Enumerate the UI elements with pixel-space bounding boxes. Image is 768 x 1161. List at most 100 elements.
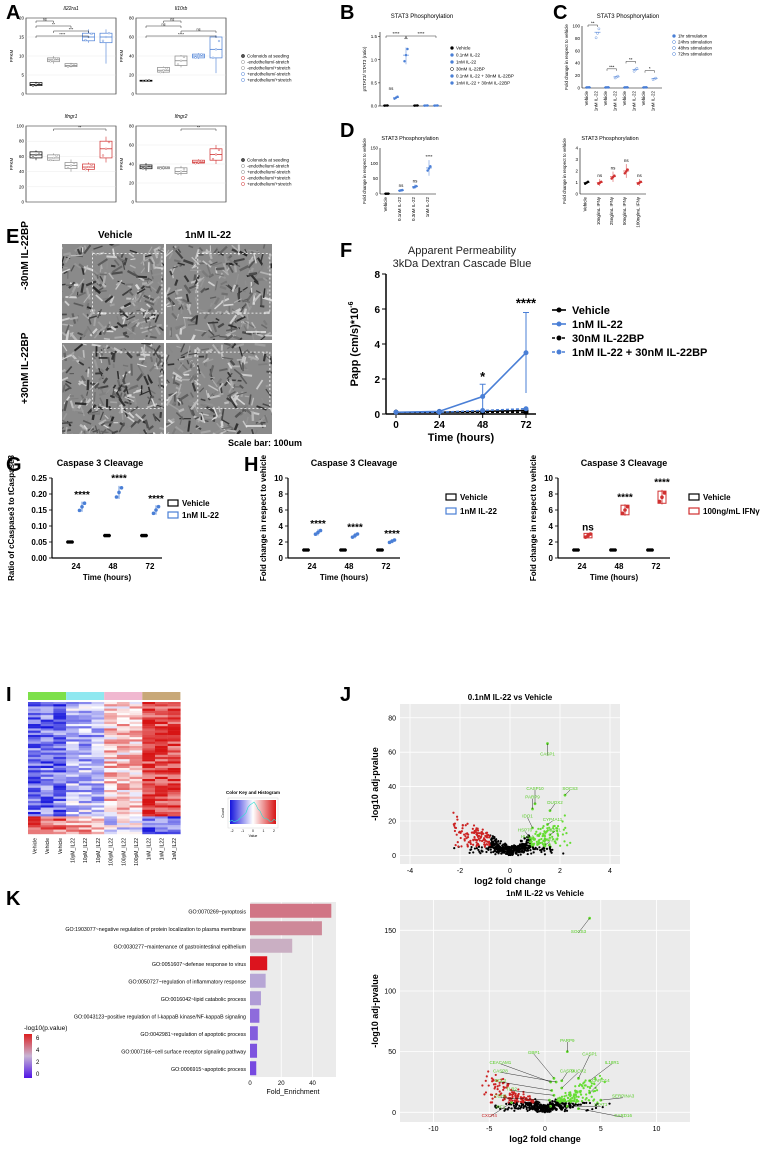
data-point [556,837,559,840]
heatmap-cell [129,741,143,744]
heatmap-cell [66,739,79,742]
heatmap-cell [66,759,79,762]
heatmap-cell [129,759,143,762]
heatmap-cell [104,763,118,766]
heatmap-cell [129,823,143,826]
heatmap-cell [28,783,41,786]
panel-b-stat3-chart: STAT3 Phosphorylation0.00.51.01.5pSTAT3/… [362,14,514,109]
cell-texture [251,411,255,421]
y-tick-label: 10 [274,474,283,483]
cell-texture [245,416,249,425]
cell-texture [231,343,237,349]
heatmap-cell [167,708,181,711]
heatmap-cell [116,730,130,733]
heatmap-cell [142,713,156,716]
heatmap-cell [28,713,41,716]
cell-texture [211,378,218,388]
data-point [466,836,470,839]
data-point [104,147,108,150]
y-tick-label: 4 [575,146,578,151]
cell-texture [158,310,164,314]
heatmap-cell [167,781,181,784]
cell-texture [112,384,117,389]
data-point [563,1110,566,1113]
heatmap-cell [167,779,181,782]
cell-texture [155,285,162,294]
cell-texture [83,245,87,251]
cell-texture [129,249,138,254]
data-point [594,1076,597,1080]
cell-texture [174,296,183,300]
cell-texture [95,294,104,302]
heatmap-cell [91,768,105,771]
heatmap-cell [53,721,67,725]
cell-texture [232,335,241,340]
data-point [514,846,518,849]
data-point [504,845,507,848]
data-point [527,1095,530,1098]
heatmap-cell [28,796,41,799]
heatmap-cell [78,724,92,727]
heatmap-cell [142,794,156,797]
heatmap-cell [104,704,118,707]
heatmap-cell [53,785,67,788]
heatmap-cell [28,746,41,749]
heatmap-cell [78,730,92,733]
heatmap-cell [129,724,143,727]
cell-texture [236,397,246,406]
y-axis-label: -log10 adj-pvalue [370,747,380,821]
cell-texture [128,253,135,258]
heatmap-cell [155,794,168,797]
heatmap-cell [167,787,181,791]
heatmap-cell [53,710,67,714]
heatmap-cell [155,732,168,736]
heatmap-cell [155,812,168,815]
y-axis-label: FPKM [119,50,124,63]
column-label: 100pM_IL22 [109,838,115,866]
heatmap-cell [167,801,181,804]
data-point [577,1084,581,1087]
cell-texture [227,362,233,370]
heatmap-cell [91,783,105,786]
data-point [493,849,496,852]
cell-texture [150,398,156,408]
heatmap-cell [104,706,118,709]
heatmap-cell [40,787,54,791]
data-point [313,532,318,536]
cell-texture [65,365,73,374]
cell-texture [224,401,230,405]
gene-label: CARD16 [614,1113,632,1118]
heatmap-cell [66,770,79,773]
cell-texture [191,265,197,269]
heatmap-cell [91,728,105,731]
data-point [533,837,536,840]
cell-texture [269,355,272,365]
sig-label: *** [69,28,74,32]
data-point [502,1077,505,1081]
heatmap-cell [40,754,54,758]
cell-texture [225,329,237,336]
cell-texture [109,295,115,304]
heatmap-cell [40,783,54,786]
heatmap-cell [78,739,92,742]
sig-label: ns [624,158,630,163]
data-point [503,1109,506,1112]
heatmap-cell [66,814,79,817]
heatmap-cell [53,737,67,740]
chart-title: STAT3 Phosphorylation [581,136,638,142]
cell-texture [63,400,69,412]
legend-marker [556,307,562,313]
data-point [487,1070,490,1073]
heatmap-cell [66,807,79,810]
heatmap-cell [78,735,92,738]
legend-text: +endothelium/+stretch [247,182,292,187]
data-point [551,1102,555,1106]
heatmap-cell [116,728,130,731]
heatmap-cell [167,730,181,733]
cell-texture [195,283,198,294]
heatmap-cell [116,825,130,828]
heatmap-cell [116,805,130,808]
heatmap-cell [66,827,79,830]
heatmap-cell [40,717,54,720]
heatmap-cell [78,783,92,786]
